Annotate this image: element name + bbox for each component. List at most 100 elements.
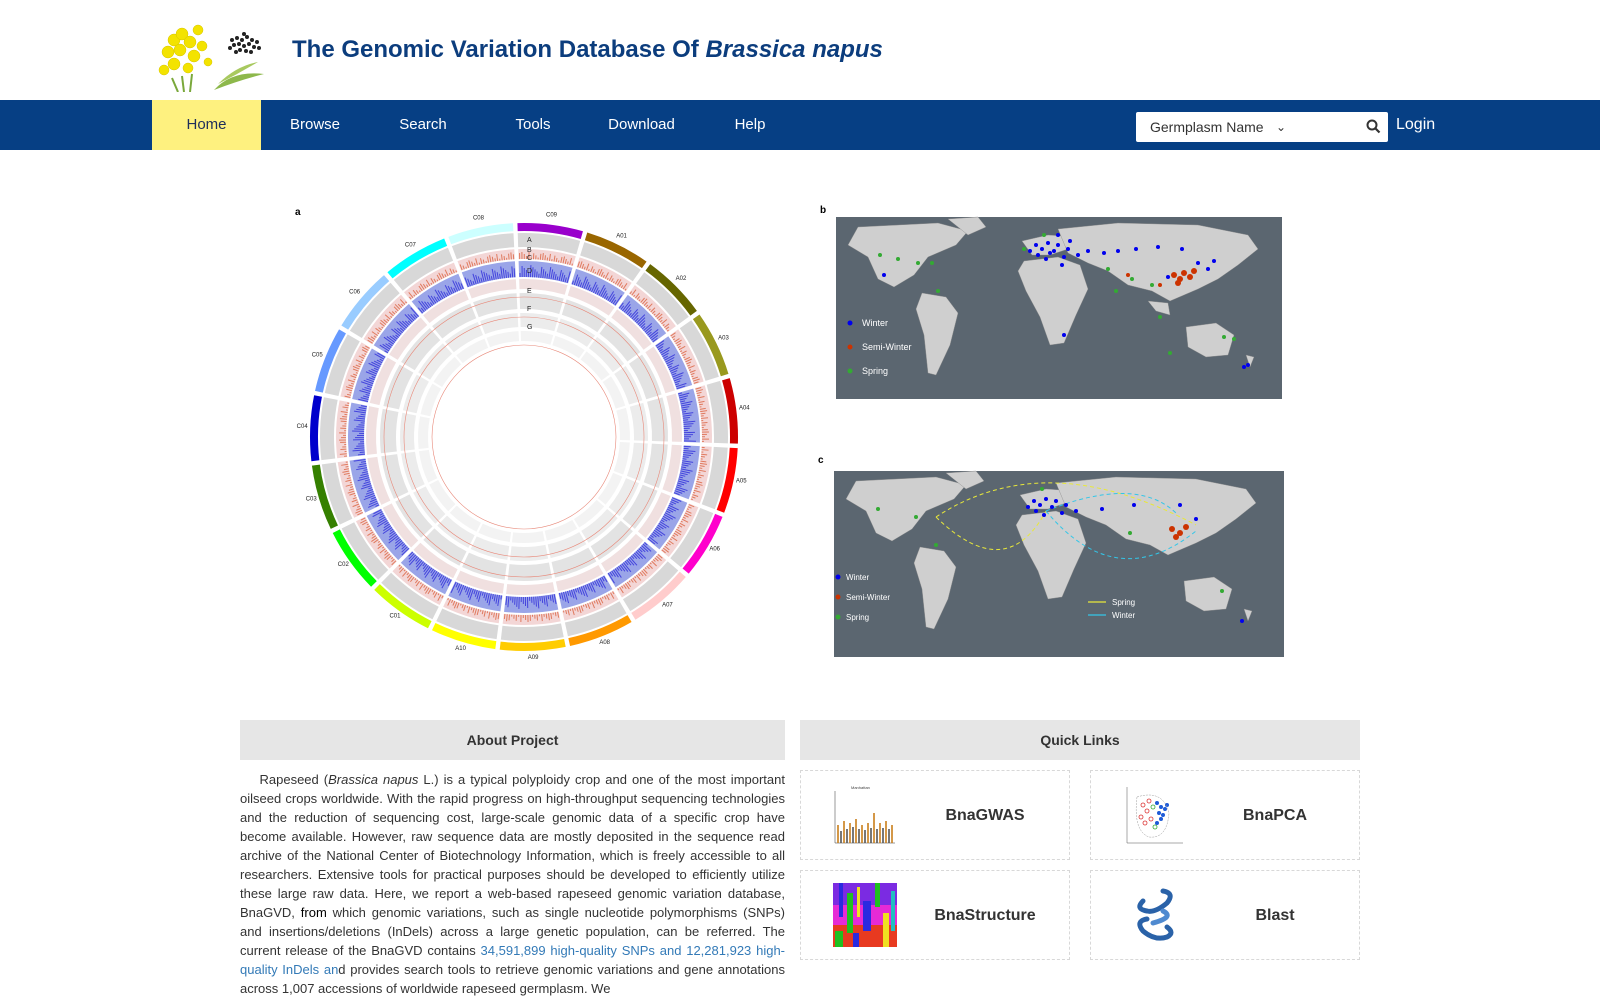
legend-c-spring: Spring xyxy=(846,613,869,622)
chromosome-C07 xyxy=(387,238,448,279)
chromosome-A06 xyxy=(682,513,723,574)
chromosome-label: C08 xyxy=(473,216,485,222)
about-project-text: Rapeseed (Brassica napus L.) is a typica… xyxy=(240,770,785,998)
circos-figure: a A01 A02 A03 A04 A05 A06 A07 A08 A09 A10 C01 C02 C0… xyxy=(292,205,756,665)
chevron-down-icon: ⌄ xyxy=(1275,120,1286,134)
chromosome-label: C09 xyxy=(546,213,558,219)
legend-b-winter: Winter xyxy=(862,318,888,328)
chromosome-label: C01 xyxy=(389,614,401,620)
quick-link-blast-label: Blast xyxy=(1255,907,1295,924)
panel-letter-b: b xyxy=(820,205,827,216)
quick-link-bnastructure-label: BnaStructure xyxy=(934,907,1036,924)
search-input[interactable] xyxy=(1290,115,1358,139)
chromosome-C05 xyxy=(315,329,346,393)
structure-plot-icon xyxy=(833,883,897,947)
nav-search[interactable]: Search xyxy=(399,116,447,133)
track-label: F xyxy=(527,306,531,313)
chromosome-label: C07 xyxy=(405,242,417,248)
chromosome-A09 xyxy=(499,639,566,651)
login-link[interactable]: Login xyxy=(1396,116,1436,133)
site-header: The Genomic Variation Database Of Brassi… xyxy=(0,0,1600,100)
chromosome-label: C02 xyxy=(338,562,350,568)
track-label: E xyxy=(527,288,532,295)
quick-link-bnapca-label: BnaPCA xyxy=(1242,807,1307,824)
site-title-species: Brassica napus xyxy=(705,36,883,63)
nav-help[interactable]: Help xyxy=(734,116,766,133)
chromosome-label: A07 xyxy=(662,602,673,608)
nav-home[interactable]: Home xyxy=(152,100,261,150)
nav-browse[interactable]: Browse xyxy=(289,116,341,133)
chromosome-A05 xyxy=(716,447,738,513)
about-text-d: d provides search tools to retrieve geno… xyxy=(240,962,785,996)
chromosome-C03 xyxy=(311,464,338,529)
world-map-b: Winter Semi-Winter Spring xyxy=(836,216,1282,399)
svg-text:Manhattan: Manhattan xyxy=(851,785,870,790)
search-type-select[interactable]: Germplasm Name ⌄ xyxy=(1142,115,1288,139)
legend-c-route-winter: Winter xyxy=(1112,611,1135,620)
chromosome-label: A04 xyxy=(739,406,750,412)
chromosome-label: A10 xyxy=(455,646,466,652)
distribution-map-c: c xyxy=(816,455,1290,660)
blast-helix-icon xyxy=(1137,888,1174,941)
chromosome-label: C04 xyxy=(297,424,309,430)
about-project-heading: About Project xyxy=(240,720,785,760)
chromosome-label: A01 xyxy=(616,234,627,240)
chromosome-A08 xyxy=(568,615,632,646)
legend-c-route-spring: Spring xyxy=(1112,598,1135,607)
about-text-b: L.) is a typical polyploidy crop and one… xyxy=(240,772,785,920)
about-text-c: which genomic variations, such as single… xyxy=(240,905,786,958)
about-text-from: from xyxy=(300,905,327,920)
chromosome-A10 xyxy=(431,622,497,650)
about-text-a: Rapeseed ( xyxy=(259,772,329,787)
chromosome-C08 xyxy=(448,223,514,245)
track-label: G xyxy=(527,324,532,331)
chromosome-A03 xyxy=(692,314,729,377)
chromosome-A01 xyxy=(584,232,647,269)
chromosome-label: A06 xyxy=(709,547,720,553)
search-type-value: Germplasm Name xyxy=(1150,119,1264,135)
chromosome-C01 xyxy=(374,584,432,629)
legend-c-winter: Winter xyxy=(846,573,869,582)
track-label: D xyxy=(527,268,532,275)
search-icon[interactable] xyxy=(1364,117,1384,137)
panel-letter-c: c xyxy=(818,455,824,466)
chromosome-A04 xyxy=(722,378,738,444)
circos-plot: A01 A02 A03 A04 A05 A06 A07 A08 A09 A10 C01 C02 C03 C… xyxy=(297,213,751,661)
rapeseed-logo[interactable] xyxy=(152,18,268,92)
chromosome-label: A08 xyxy=(599,640,610,646)
quick-link-bnapca[interactable]: BnaPCA xyxy=(1090,770,1360,860)
chromosome-label: C03 xyxy=(306,496,318,502)
search-box: Germplasm Name ⌄ xyxy=(1136,112,1388,142)
quick-link-blast[interactable]: Blast xyxy=(1090,870,1360,960)
site-title: The Genomic Variation Database Of Brassi… xyxy=(292,36,883,64)
world-map-c: Winter Semi-Winter Spring Spring Winter xyxy=(834,470,1284,657)
track-label: C xyxy=(527,255,532,262)
manhattan-plot-icon: Manhattan xyxy=(833,783,897,847)
chromosome-A07 xyxy=(631,571,686,620)
track-label: A xyxy=(527,237,532,244)
quick-link-bnagwas-label: BnaGWAS xyxy=(945,807,1025,824)
chromosome-C09 xyxy=(517,223,583,239)
chromosome-label: A09 xyxy=(528,655,539,661)
chromosome-A02 xyxy=(645,264,697,316)
chromosome-C06 xyxy=(341,275,390,330)
chromosome-label: A03 xyxy=(718,336,729,342)
distribution-map-b: b xyxy=(818,205,1288,405)
chromosome-label: C05 xyxy=(312,352,324,358)
quick-links-heading: Quick Links xyxy=(800,720,1360,760)
legend-c-semi-winter: Semi-Winter xyxy=(846,593,890,602)
quick-link-bnagwas[interactable]: Manhattan BnaGWAS xyxy=(800,770,1070,860)
site-title-prefix: The Genomic Variation Database Of xyxy=(292,36,706,63)
panel-letter-a: a xyxy=(295,207,301,218)
legend-b-semi-winter: Semi-Winter xyxy=(862,342,912,352)
chromosome-label: A05 xyxy=(736,479,747,485)
pca-scatter-icon xyxy=(1123,783,1187,847)
chromosome-C04 xyxy=(310,395,322,462)
nav-tools[interactable]: Tools xyxy=(515,116,551,133)
about-text-highlight: 34,591,899 high-quality SNPs and 12,281,… xyxy=(240,943,785,977)
legend-b-spring: Spring xyxy=(862,366,888,376)
nav-download[interactable]: Download xyxy=(608,116,675,133)
chromosome-label: C06 xyxy=(349,289,361,295)
track-label: B xyxy=(527,247,532,254)
quick-link-bnastructure[interactable]: BnaStructure xyxy=(800,870,1070,960)
